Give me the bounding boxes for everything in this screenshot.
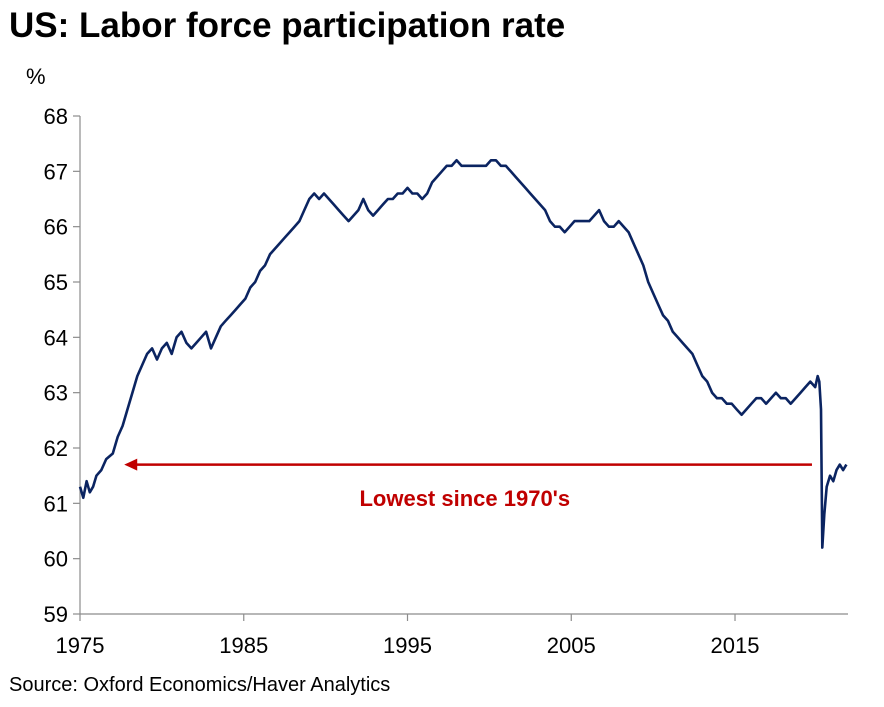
- chart-title: US: Labor force participation rate: [9, 6, 566, 45]
- y-axis-ticks: 59 60 61 62 63 64 65 66 67 68: [44, 104, 80, 627]
- y-tick-label: 67: [44, 159, 68, 184]
- y-tick-label: 64: [44, 325, 68, 350]
- participation-rate-line: [78, 159, 848, 549]
- source-note: Source: Oxford Economics/Haver Analytics: [9, 674, 391, 696]
- y-tick-label: 68: [44, 104, 68, 129]
- x-tick-label: 2005: [547, 633, 596, 658]
- annotation-text: Lowest since 1970's: [359, 486, 570, 511]
- series-group: [78, 159, 848, 549]
- y-tick-label: 59: [44, 602, 68, 627]
- x-tick-label: 1985: [219, 633, 268, 658]
- x-tick-label: 1975: [56, 633, 105, 658]
- y-tick-label: 65: [44, 270, 68, 295]
- x-tick-label: 2015: [711, 633, 760, 658]
- x-axis-ticks: 1975 1985 1995 2005 2015: [56, 614, 760, 658]
- annotation-arrow-head: [124, 458, 138, 471]
- y-tick-label: 60: [44, 547, 68, 572]
- y-tick-label: 66: [44, 215, 68, 240]
- y-axis-unit-label: %: [26, 64, 46, 89]
- chart-axes: [79, 116, 848, 615]
- annotation-group: Lowest since 1970's: [124, 458, 812, 511]
- y-tick-label: 62: [44, 436, 68, 461]
- y-tick-label: 61: [44, 491, 68, 516]
- y-tick-label: 63: [44, 381, 68, 406]
- x-tick-label: 1995: [383, 633, 432, 658]
